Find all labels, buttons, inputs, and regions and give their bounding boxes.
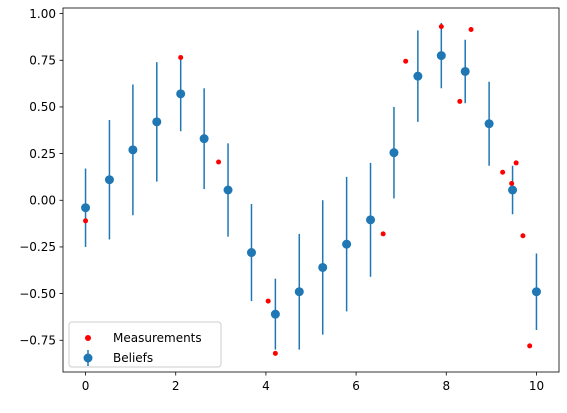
measurement-point bbox=[272, 350, 278, 356]
y-tick-label: 0.00 bbox=[29, 194, 56, 208]
beliefs-points bbox=[81, 51, 541, 319]
belief-point bbox=[342, 239, 352, 249]
measurement-point bbox=[265, 298, 271, 304]
measurement-point bbox=[513, 160, 519, 166]
plot-frame bbox=[62, 7, 560, 373]
belief-point bbox=[199, 134, 209, 144]
measurement-point bbox=[520, 233, 526, 239]
y-tick-label: −0.25 bbox=[19, 240, 56, 254]
measurement-point bbox=[83, 218, 89, 224]
measurement-point bbox=[380, 231, 386, 237]
belief-point bbox=[389, 148, 399, 158]
belief-point bbox=[413, 71, 423, 81]
legend-beliefs-marker bbox=[83, 353, 93, 363]
belief-point bbox=[176, 89, 186, 99]
y-tick-label: 0.50 bbox=[29, 100, 56, 114]
y-tick-label: 1.00 bbox=[29, 7, 56, 21]
belief-point bbox=[460, 66, 470, 76]
belief-point bbox=[81, 203, 91, 213]
y-tick-label: 0.25 bbox=[29, 147, 56, 161]
belief-point bbox=[223, 185, 233, 195]
measurement-point bbox=[468, 26, 474, 32]
x-tick-label: 10 bbox=[529, 379, 544, 393]
belief-point bbox=[436, 51, 446, 61]
measurement-point bbox=[509, 180, 515, 186]
measurement-point bbox=[178, 54, 184, 60]
y-tick-label: 0.75 bbox=[29, 54, 56, 68]
belief-point bbox=[270, 309, 280, 319]
measurements-points bbox=[83, 24, 533, 356]
measurement-point bbox=[403, 58, 409, 64]
belief-point bbox=[318, 262, 328, 272]
measurement-point bbox=[500, 169, 506, 175]
measurement-point bbox=[216, 159, 222, 165]
measurement-point bbox=[438, 24, 444, 30]
y-axis-ticks: −0.75 −0.50 −0.25 0.00 0.25 0.50 0.75 1.00 bbox=[19, 7, 63, 348]
x-tick-label: 2 bbox=[172, 379, 180, 393]
legend-beliefs-label: Beliefs bbox=[113, 351, 153, 365]
x-tick-label: 8 bbox=[442, 379, 450, 393]
belief-point bbox=[531, 287, 541, 297]
legend: Measurements Beliefs bbox=[68, 321, 222, 368]
measurement-point bbox=[457, 98, 463, 104]
belief-point bbox=[104, 175, 114, 185]
measurement-point bbox=[527, 343, 533, 349]
belief-point bbox=[366, 215, 376, 225]
belief-point bbox=[128, 145, 138, 155]
x-axis-ticks: 0 2 4 6 8 10 bbox=[82, 372, 544, 393]
belief-point bbox=[484, 119, 494, 129]
plot-background bbox=[63, 8, 559, 372]
x-tick-label: 4 bbox=[262, 379, 270, 393]
x-tick-label: 0 bbox=[82, 379, 90, 393]
belief-point bbox=[152, 117, 162, 127]
belief-point bbox=[508, 185, 518, 195]
belief-point bbox=[246, 248, 256, 258]
belief-point bbox=[294, 287, 304, 297]
legend-measurements-marker bbox=[85, 335, 91, 341]
x-tick-label: 6 bbox=[352, 379, 360, 393]
legend-box bbox=[68, 321, 222, 368]
y-tick-label: −0.75 bbox=[19, 334, 56, 348]
y-tick-label: −0.50 bbox=[19, 287, 56, 301]
legend-measurements-label: Measurements bbox=[113, 331, 202, 345]
